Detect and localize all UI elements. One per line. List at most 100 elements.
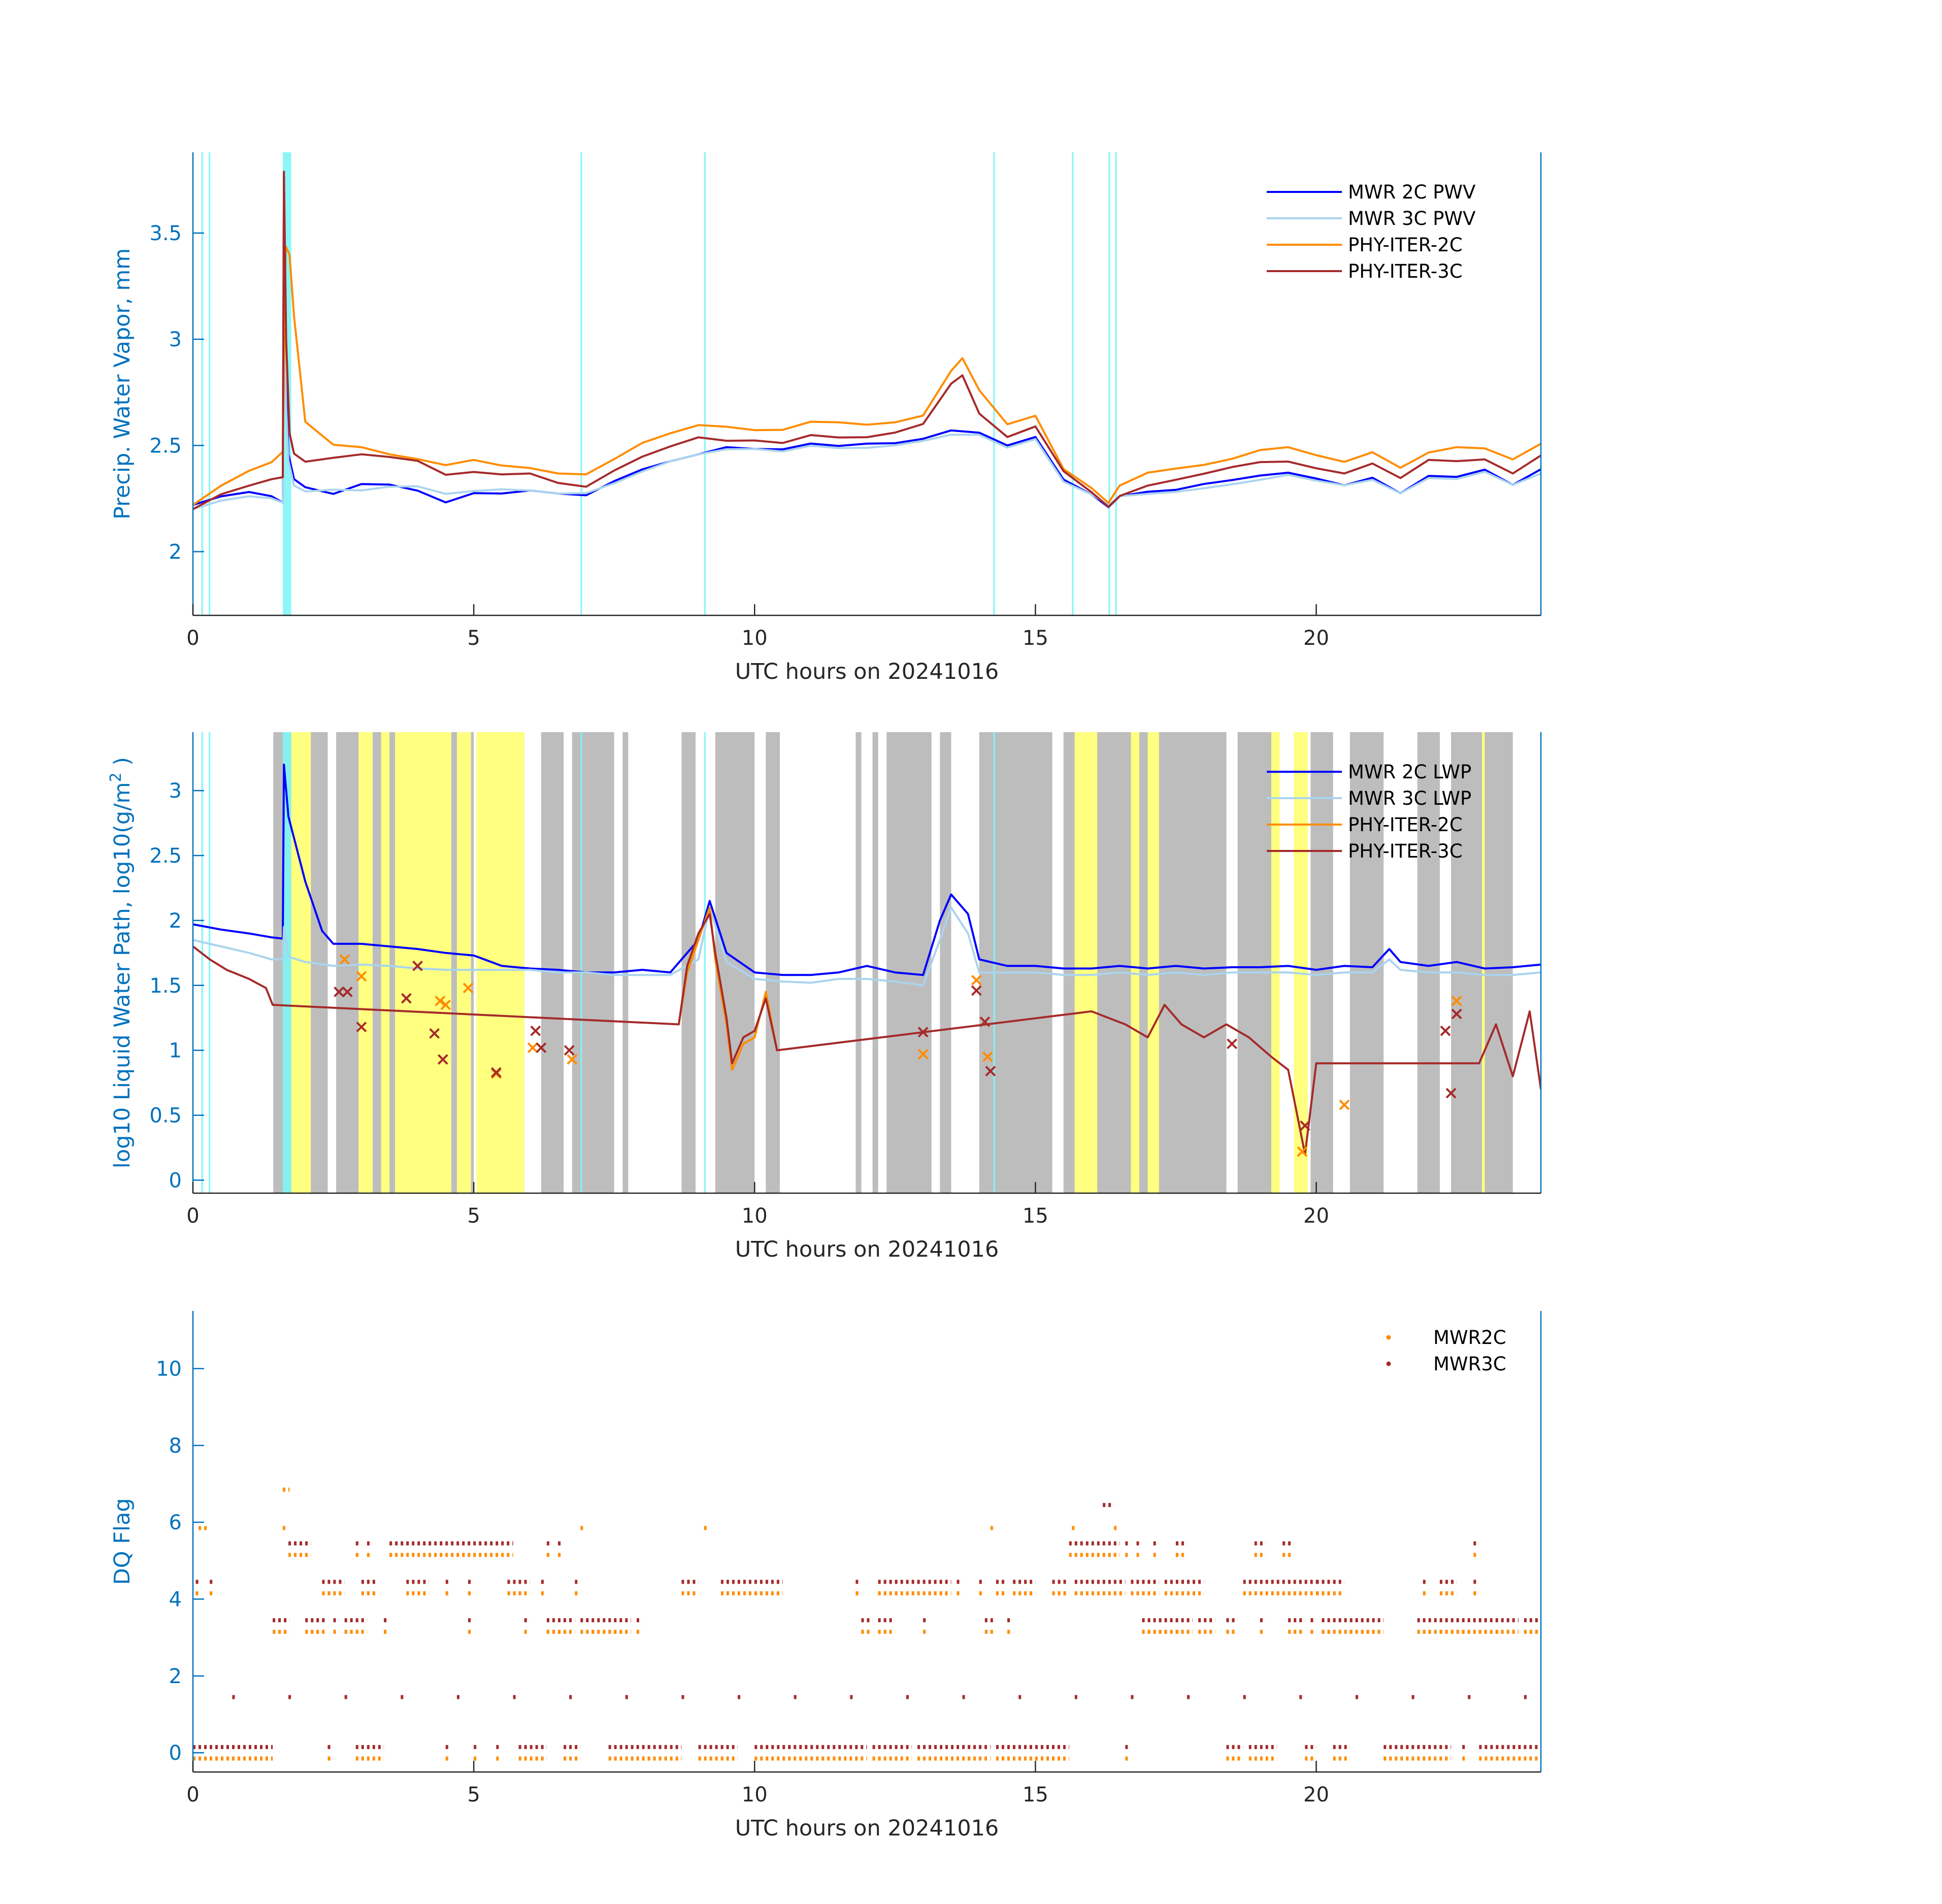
rain-flag-band <box>580 152 582 615</box>
rain-flag-band <box>704 152 706 615</box>
rain-flag-band <box>1115 152 1117 615</box>
marker-x <box>567 1054 578 1065</box>
legend-swatch <box>1386 1361 1391 1366</box>
pwv-panel: 0 5 10 15 20 2 2.5 3 3.5 UTC hours on 20241016 Pre… <box>110 152 1542 684</box>
marker-x <box>530 1025 541 1036</box>
y-axis-label: log10 Liquid Water Path, log10(g/m2 ) <box>107 757 136 1168</box>
y-tick-label: 8 <box>169 1434 182 1458</box>
series-line <box>193 913 1541 1156</box>
plot-area <box>193 1487 1541 1761</box>
y-tick-label: 2.5 <box>149 434 182 457</box>
marker-x <box>1440 1025 1451 1036</box>
marker-x <box>1445 1088 1457 1099</box>
precip-flag-band <box>1482 732 1485 1193</box>
precip-flag-band <box>1131 732 1140 1193</box>
marker-x <box>437 1054 448 1065</box>
x-tick-label: 20 <box>1303 1204 1329 1228</box>
rain-flag-band <box>208 152 211 615</box>
x-tick-label: 20 <box>1303 627 1329 650</box>
precip-flag-band <box>381 732 390 1193</box>
y-tick-label: 1 <box>169 1039 182 1063</box>
y-tick-label: 2 <box>169 909 182 933</box>
marker-x <box>401 993 412 1004</box>
legend-label: MWR 2C PWV <box>1348 181 1475 203</box>
series-line <box>193 309 1541 510</box>
marker-x <box>527 1042 538 1053</box>
x-axis-label: UTC hours on 20241016 <box>735 659 999 684</box>
dq-flag-panel: 0 5 10 15 20 0 2 4 6 8 10 UTC hours on 20241016 DQ F… <box>110 1311 1542 1841</box>
series-line <box>193 245 1541 506</box>
marker-x <box>412 960 423 971</box>
rain-flag-band <box>993 152 995 615</box>
legend-label: PHY-ITER-2C <box>1348 234 1463 256</box>
x-tick-label: 15 <box>1023 627 1048 650</box>
marker-x <box>356 971 367 982</box>
x-tick-label: 5 <box>467 1783 480 1807</box>
rain-flag-band <box>704 732 706 1193</box>
marker-x <box>971 985 982 996</box>
x-tick-label: 20 <box>1303 1783 1329 1807</box>
x-tick-label: 15 <box>1023 1204 1048 1228</box>
y-tick-label: 1.5 <box>149 974 182 998</box>
cloud-flag-band <box>766 732 780 1193</box>
marker-x <box>342 987 353 997</box>
lwp-panel: 0 5 10 15 20 0 0.5 1 1.5 2 2.5 3 UTC hours on 202410… <box>107 732 1542 1262</box>
marker-x <box>440 999 451 1010</box>
rain-flag-band <box>283 732 291 1193</box>
marker-x <box>1227 1038 1237 1049</box>
cloud-flag-band <box>622 732 629 1193</box>
cloud-flag-band <box>855 732 862 1193</box>
marker-x <box>429 1028 440 1039</box>
y-tick-label: 0.5 <box>149 1104 182 1128</box>
precip-flag-band <box>395 732 451 1193</box>
y-tick-label: 3 <box>169 328 182 351</box>
marker-x <box>339 954 350 965</box>
x-tick-label: 10 <box>742 1783 768 1807</box>
cloud-flag-band <box>1063 732 1075 1193</box>
y-tick-label: 0 <box>169 1742 182 1765</box>
x-tick-label: 5 <box>467 627 480 650</box>
x-tick-label: 15 <box>1023 1783 1048 1807</box>
cloud-flag-band <box>541 732 564 1193</box>
marker-x <box>971 975 982 986</box>
cloud-flag-band <box>1349 732 1384 1193</box>
cloud-flag-band <box>940 732 951 1193</box>
marker-x <box>463 982 474 994</box>
rain-flag-band <box>1108 152 1110 615</box>
marker-x <box>1297 1146 1308 1157</box>
legend-label: MWR2C <box>1433 1327 1506 1349</box>
plot-area <box>193 152 1541 615</box>
x-axis-label: UTC hours on 20241016 <box>735 1816 999 1841</box>
x-tick-label: 0 <box>186 1204 199 1228</box>
x-tick-label: 0 <box>186 627 199 650</box>
series-line <box>193 175 1541 508</box>
marker-x <box>1451 996 1462 1006</box>
y-tick-label: 2 <box>169 1665 182 1688</box>
y-tick-label: 3 <box>169 779 182 803</box>
marker-x <box>356 1022 367 1033</box>
marker-x <box>1339 1099 1350 1110</box>
marker-x <box>536 1042 547 1053</box>
series-line <box>193 763 1541 976</box>
y-axis-label: DQ Flag <box>110 1498 135 1585</box>
legend-label: MWR 3C PWV <box>1348 208 1475 229</box>
y-tick-label: 2.5 <box>149 844 182 868</box>
precip-flag-band <box>1147 732 1159 1193</box>
legend-swatch <box>1386 1335 1391 1340</box>
x-tick-label: 5 <box>467 1204 480 1228</box>
legend-label: PHY-ITER-2C <box>1348 814 1463 836</box>
cloud-flag-band <box>872 732 878 1193</box>
legend-label: MWR3C <box>1433 1353 1506 1375</box>
marker-x <box>917 1027 929 1038</box>
legend-label: MWR 2C LWP <box>1348 761 1471 783</box>
precip-flag-band <box>456 732 471 1193</box>
rain-flag-band <box>201 152 203 615</box>
plot-area <box>193 732 1541 1193</box>
cloud-flag-band <box>715 732 755 1193</box>
marker-x <box>564 1045 575 1056</box>
marker-x <box>435 996 446 1006</box>
x-tick-label: 10 <box>742 1204 768 1228</box>
y-tick-label: 2 <box>169 540 182 564</box>
cloud-flag-band <box>1097 732 1227 1193</box>
